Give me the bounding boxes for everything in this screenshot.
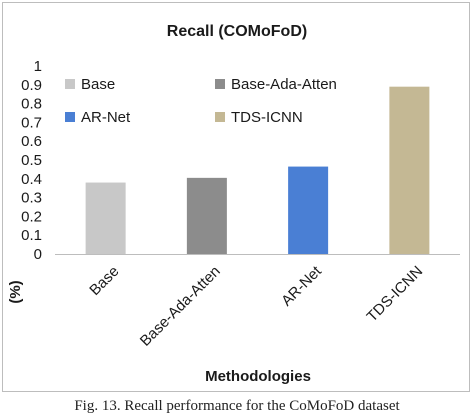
x-category-label: TDS-ICNN	[364, 263, 427, 326]
y-tick-label: 0.2	[21, 208, 42, 225]
y-tick-label: 0.5	[21, 152, 42, 169]
bar-ar-net	[288, 166, 329, 254]
legend-item: Base-Ada-Atten	[215, 76, 337, 93]
bars	[85, 86, 430, 255]
bar-base-ada-atten	[186, 177, 227, 254]
x-category-label: Base	[86, 263, 122, 299]
bar-tds-icnn	[389, 86, 430, 255]
legend-label: AR-Net	[81, 109, 131, 126]
legend-label: TDS-ICNN	[231, 109, 303, 126]
legend-swatch	[215, 79, 225, 89]
bar-base	[85, 182, 126, 254]
y-tick-label: 0.1	[21, 227, 42, 244]
x-category-label: Base-Ada-Atten	[137, 263, 224, 350]
legend: Base Base-Ada-Atten AR-Net TDS-ICNN	[65, 76, 337, 126]
y-axis-label: (%)	[7, 280, 24, 303]
legend-item: Base	[65, 76, 115, 93]
y-tick-label: 0.3	[21, 190, 42, 207]
y-tick-label: 0.9	[21, 77, 42, 94]
y-tick-label: 0.4	[21, 171, 42, 188]
y-tick-label: 0.8	[21, 96, 42, 113]
legend-swatch	[65, 112, 75, 122]
legend-swatch	[65, 79, 75, 89]
x-axis-label: Methodologies	[205, 368, 311, 385]
figure-caption: Fig. 13. Recall performance for the CoMo…	[74, 398, 400, 414]
legend-label: Base-Ada-Atten	[231, 76, 337, 93]
y-axis: 0 0.1 0.20.3 0.4 0.5 0.6 0.70.8 0.9 1	[21, 58, 460, 263]
y-tick-label: 0.6	[21, 133, 42, 150]
legend-item: AR-Net	[65, 109, 131, 126]
chart-title: Recall (COMoFoD)	[167, 23, 307, 40]
x-category-label: AR-Net	[278, 262, 325, 309]
legend-item: TDS-ICNN	[215, 109, 303, 126]
y-tick-label: 1	[34, 58, 42, 75]
x-axis: Base Base-Ada-Atten AR-Net TDS-ICNN	[86, 262, 426, 349]
legend-swatch	[215, 112, 225, 122]
legend-label: Base	[81, 76, 115, 93]
y-tick-label: 0	[34, 246, 42, 263]
y-tick-label: 0.7	[21, 114, 42, 131]
